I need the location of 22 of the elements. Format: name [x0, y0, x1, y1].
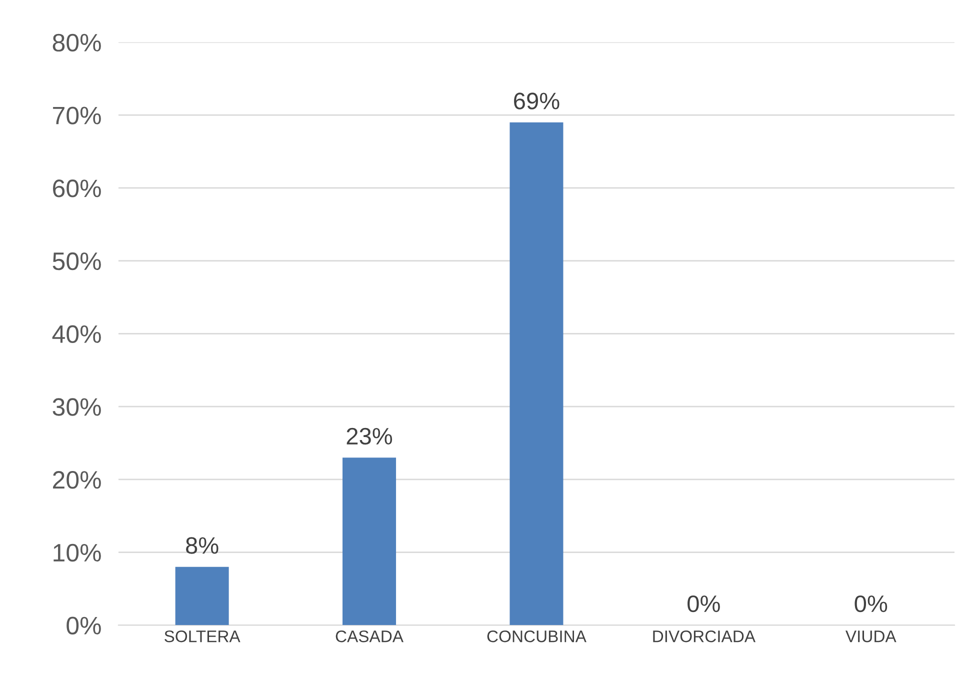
bar: [510, 122, 564, 626]
data-label: 0%: [854, 595, 888, 612]
data-label: 69%: [514, 92, 560, 110]
bar: [342, 458, 396, 626]
data-label: 8%: [186, 537, 218, 554]
y-tick-label: 30%: [52, 398, 101, 416]
x-tick-label: SOLTERA: [164, 630, 240, 642]
x-tick-label: CASADA: [336, 630, 404, 642]
x-tick-label: DIVORCIADA: [653, 630, 756, 642]
y-tick-label: 10%: [54, 544, 101, 562]
bar: [175, 566, 229, 626]
y-tick-label: 70%: [53, 106, 101, 124]
x-tick-label: VIUDA: [845, 630, 896, 642]
y-tick-label: 50%: [52, 252, 101, 270]
data-label: 0%: [688, 595, 720, 612]
y-tick-label: 80%: [52, 34, 101, 52]
y-tick-label: 40%: [52, 325, 101, 343]
y-tick-label: 60%: [53, 180, 101, 198]
data-label: 23%: [346, 428, 392, 445]
y-tick-label: 20%: [53, 471, 101, 489]
x-tick-label: CONCUBINA: [487, 630, 586, 642]
y-tick-label: 0%: [66, 616, 101, 634]
